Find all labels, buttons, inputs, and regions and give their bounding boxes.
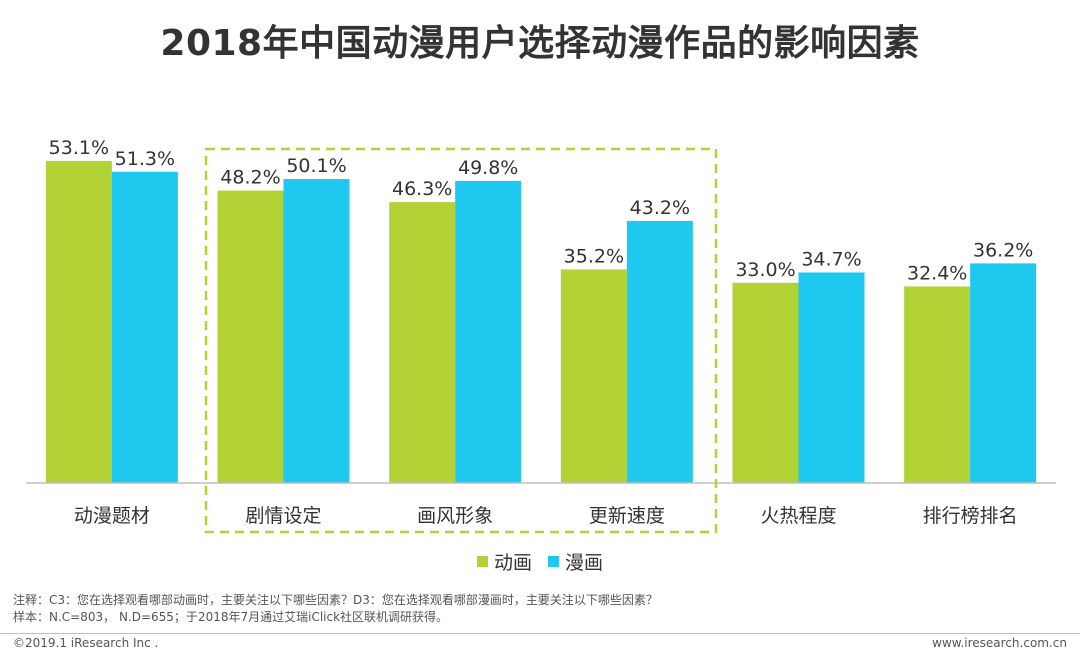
legend-label-comic: 漫画 [565,552,604,574]
value-label-animation-4: 35.2% [564,245,624,267]
category-label-1: 动漫题材 [74,505,150,527]
legend-item-animation: 动画 [476,548,532,575]
category-label-2: 剧情设定 [245,505,321,527]
value-label-comic-4: 43.2% [630,197,690,219]
category-label-5: 火热程度 [760,505,836,527]
bar-comic-4 [626,220,693,484]
legend-item-comic: 漫画 [548,548,603,575]
bar-comic-5 [798,272,865,483]
note-line-questions: 注释：C3：您在选择观看哪部动画时，主要关注以下哪些因素？D3：您在选择观看哪部… [13,593,658,607]
bar-comic-1 [111,171,178,483]
legend-swatch-animation [476,556,488,567]
bars-group [45,160,1037,484]
note-line-sample: 样本：N.C=803， N.D=655；于2018年7月通过艾瑞iClick社区… [13,610,449,624]
bar-animation-2 [217,190,284,483]
value-label-comic-5: 34.7% [801,248,861,270]
value-label-animation-1: 53.1% [49,137,109,159]
legend-swatch-comic [548,556,559,567]
bar-comic-3 [455,180,522,483]
bar-animation-6 [904,286,971,483]
bar-animation-5 [732,282,799,483]
category-label-3: 画风形象 [417,505,493,527]
value-label-animation-6: 32.4% [907,262,967,284]
legend: 动画 漫画 [0,548,1080,575]
bar-chart: 53.1% 51.3% 48.2% 50.1% 46.3% 49.8% 35.2% 43.2%… [26,137,1056,534]
value-label-animation-5: 33.0% [735,259,795,281]
value-label-comic-6: 36.2% [973,239,1033,261]
value-label-animation-2: 48.2% [220,167,280,189]
value-label-comic-3: 49.8% [458,157,518,179]
value-label-comic-2: 50.1% [286,155,346,177]
bar-comic-6 [970,263,1037,483]
legend-label-animation: 动画 [493,552,532,574]
value-label-animation-3: 46.3% [392,178,452,200]
page-title: 2018年中国动漫用户选择动漫作品的影响因素 [160,23,920,64]
category-labels-group: 动漫题材 剧情设定 画风形象 更新速度 火热程度 排行榜排名 [74,505,1018,527]
bar-animation-4 [560,269,627,483]
notes: 注释：C3：您在选择观看哪部动画时，主要关注以下哪些因素？D3：您在选择观看哪部… [13,592,658,626]
bar-animation-1 [45,160,112,484]
website-text: www.iresearch.com.cn [932,636,1067,650]
category-label-6: 排行榜排名 [923,505,1018,527]
category-label-4: 更新速度 [589,505,665,527]
value-labels-group: 53.1% 51.3% 48.2% 50.1% 46.3% 49.8% 35.2% 43.2%… [49,137,1034,285]
copyright-text: ©2019.1 iResearch Inc . [13,636,159,650]
bar-animation-3 [389,202,456,483]
bar-comic-2 [283,179,350,483]
value-label-comic-1: 51.3% [115,148,175,170]
highlight-dashed-box [204,147,718,534]
footer-divider [0,633,1080,634]
